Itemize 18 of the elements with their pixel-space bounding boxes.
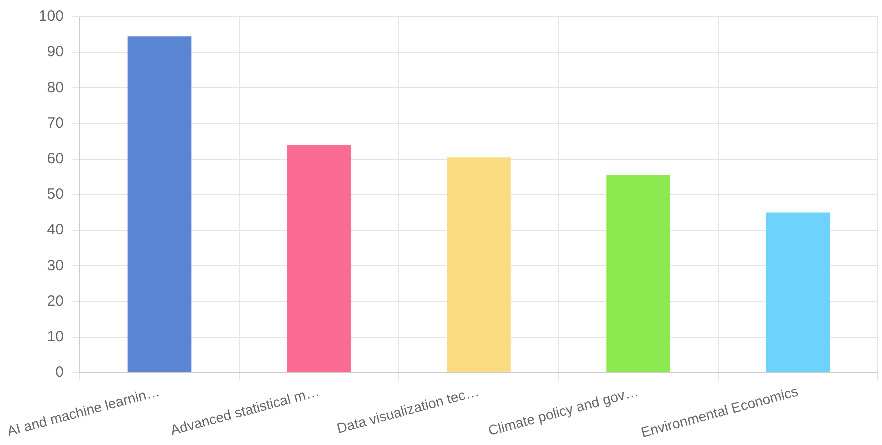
x-tick-label: Climate policy and gov… [486,383,640,439]
y-tick-label: 10 [47,328,64,346]
y-tick-label: 90 [47,44,64,61]
y-tick-label: 30 [47,257,64,274]
y-tick-label: 60 [47,150,64,168]
bar [447,158,511,372]
y-tick-label: 40 [47,222,64,239]
bar [287,145,352,372]
bar [766,212,830,372]
y-tick-label: 80 [47,79,64,96]
y-tick-label: 100 [38,8,64,26]
bar [606,175,671,372]
y-tick-label: 20 [47,292,64,310]
y-tick-label: 0 [56,364,64,382]
y-tick-label: 50 [47,186,64,204]
y-tick-label: 70 [47,114,64,132]
x-tick-label: AI and machine learnin… [6,383,162,440]
bar [128,36,192,372]
